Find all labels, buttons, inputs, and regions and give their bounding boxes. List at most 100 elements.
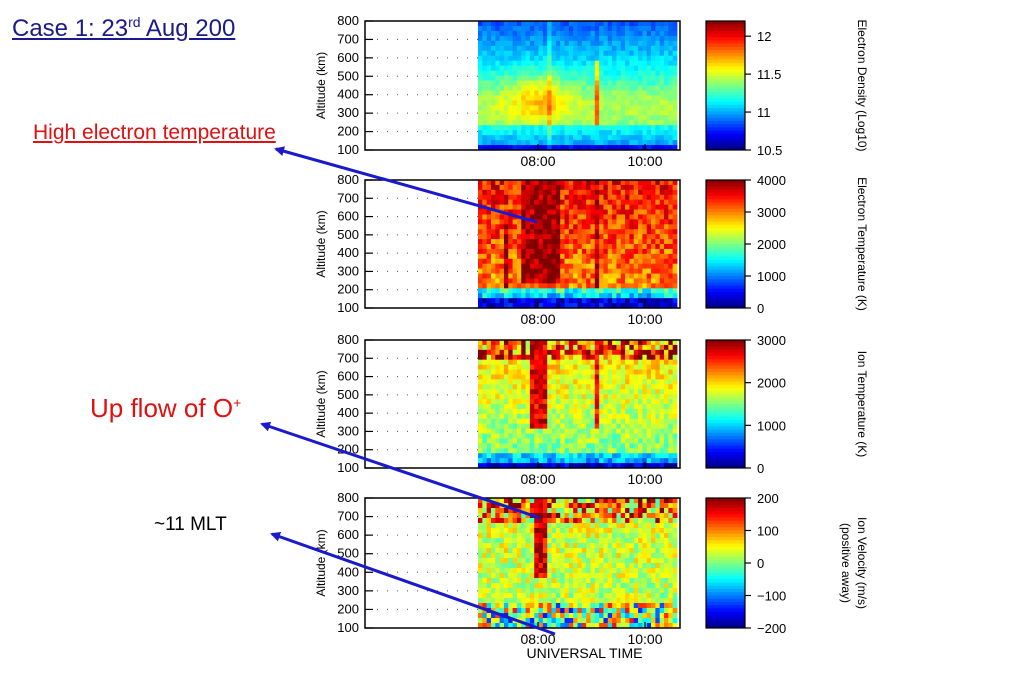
heatmap-cell xyxy=(616,110,622,116)
heatmap-cell xyxy=(633,253,639,260)
heatmap-cell xyxy=(495,553,501,559)
heatmap-cell xyxy=(577,115,583,121)
heatmap-cell xyxy=(568,558,574,564)
y-tick-label: 700 xyxy=(337,190,359,205)
heatmap-cell xyxy=(538,588,544,594)
heatmap-cell xyxy=(651,189,656,196)
heatmap-cell xyxy=(495,55,501,62)
heatmap-cell xyxy=(542,438,548,444)
heatmap-cell xyxy=(581,423,587,430)
heatmap-cell xyxy=(655,278,661,284)
colorbar-swatch xyxy=(706,378,745,382)
heatmap-cell xyxy=(586,344,591,351)
heatmap-cell xyxy=(555,349,561,356)
heatmap-cell xyxy=(516,354,522,361)
heatmap-cell xyxy=(538,354,544,361)
heatmap-cell xyxy=(581,189,587,196)
heatmap-cell xyxy=(594,399,600,405)
colorbar-tick-label: 12 xyxy=(757,29,771,44)
heatmap-cell xyxy=(651,204,656,210)
heatmap-cell xyxy=(525,518,531,524)
heatmap-cell xyxy=(499,239,505,245)
heatmap-cell xyxy=(542,248,548,255)
heatmap-cell xyxy=(668,194,674,201)
heatmap-cell xyxy=(646,553,652,559)
heatmap-cell xyxy=(586,244,591,250)
heatmap-cell xyxy=(586,453,591,459)
heatmap-cell xyxy=(538,239,544,245)
heatmap-cell xyxy=(642,453,648,459)
heatmap-cell xyxy=(568,384,574,390)
heatmap-cell xyxy=(547,283,552,289)
heatmap-cell xyxy=(521,603,526,609)
heatmap-cell xyxy=(625,354,630,361)
heatmap-cell xyxy=(512,189,518,196)
heatmap-cell xyxy=(542,608,548,614)
heatmap-cell xyxy=(620,135,626,141)
heatmap-cell xyxy=(529,21,535,27)
heatmap-cell xyxy=(521,120,526,126)
heatmap-cell xyxy=(568,553,574,559)
heatmap-cell xyxy=(499,359,505,366)
colorbar-swatch xyxy=(706,114,745,119)
heatmap-cell xyxy=(581,498,587,504)
heatmap-cell xyxy=(525,463,531,469)
heatmap-cell xyxy=(568,543,574,549)
heatmap-cell xyxy=(625,209,630,215)
heatmap-cell xyxy=(599,433,604,439)
heatmap-cell xyxy=(525,248,531,255)
heatmap-cell xyxy=(525,340,531,346)
heatmap-cell xyxy=(594,110,600,116)
heatmap-cell xyxy=(625,408,630,415)
heatmap-cell xyxy=(534,283,539,289)
heatmap-cell xyxy=(486,413,492,420)
heatmap-cell xyxy=(594,105,600,111)
heatmap-cell xyxy=(629,413,635,420)
heatmap-cell xyxy=(551,359,557,366)
heatmap-cell xyxy=(508,548,514,554)
heatmap-cell xyxy=(594,463,600,469)
heatmap-cell xyxy=(659,443,665,449)
heatmap-cell xyxy=(599,563,604,569)
heatmap-cell xyxy=(547,408,552,415)
heatmap-cell xyxy=(633,443,639,449)
heatmap-cell xyxy=(478,95,483,101)
heatmap-cell xyxy=(486,298,492,304)
heatmap-cell xyxy=(495,498,501,504)
heatmap-cell xyxy=(659,105,665,111)
heatmap-cell xyxy=(482,573,488,579)
heatmap-cell xyxy=(625,293,630,299)
heatmap-cell xyxy=(603,80,609,86)
heatmap-cell xyxy=(478,268,483,274)
heatmap-cell xyxy=(525,563,531,569)
heatmap-cell xyxy=(499,448,505,454)
heatmap-cell xyxy=(490,558,496,564)
heatmap-cell xyxy=(503,364,509,370)
heatmap-cell xyxy=(655,268,661,274)
heatmap-cell xyxy=(668,258,674,265)
heatmap-cell xyxy=(486,354,492,361)
y-tick-label: 600 xyxy=(337,50,359,65)
heatmap-cell xyxy=(594,239,600,245)
heatmap-cell xyxy=(655,298,661,304)
heatmap-cell xyxy=(607,258,613,265)
heatmap-cell xyxy=(478,229,483,235)
heatmap-cell xyxy=(633,523,639,529)
heatmap-cell xyxy=(525,618,531,624)
heatmap-cell xyxy=(633,538,639,544)
heatmap-cell xyxy=(495,110,501,116)
heatmap-cell xyxy=(482,65,488,72)
heatmap-cell xyxy=(499,50,505,57)
heatmap-cell xyxy=(503,548,509,554)
heatmap-cell xyxy=(529,25,535,32)
heatmap-cell xyxy=(560,55,565,62)
heatmap-cell xyxy=(542,593,548,599)
heatmap-cell xyxy=(482,588,488,594)
heatmap-cell xyxy=(503,354,509,361)
heatmap-cell xyxy=(646,448,652,454)
heatmap-cell xyxy=(551,443,557,449)
heatmap-cell xyxy=(555,413,561,420)
heatmap-cell xyxy=(573,344,578,351)
heatmap-cell xyxy=(603,21,609,27)
